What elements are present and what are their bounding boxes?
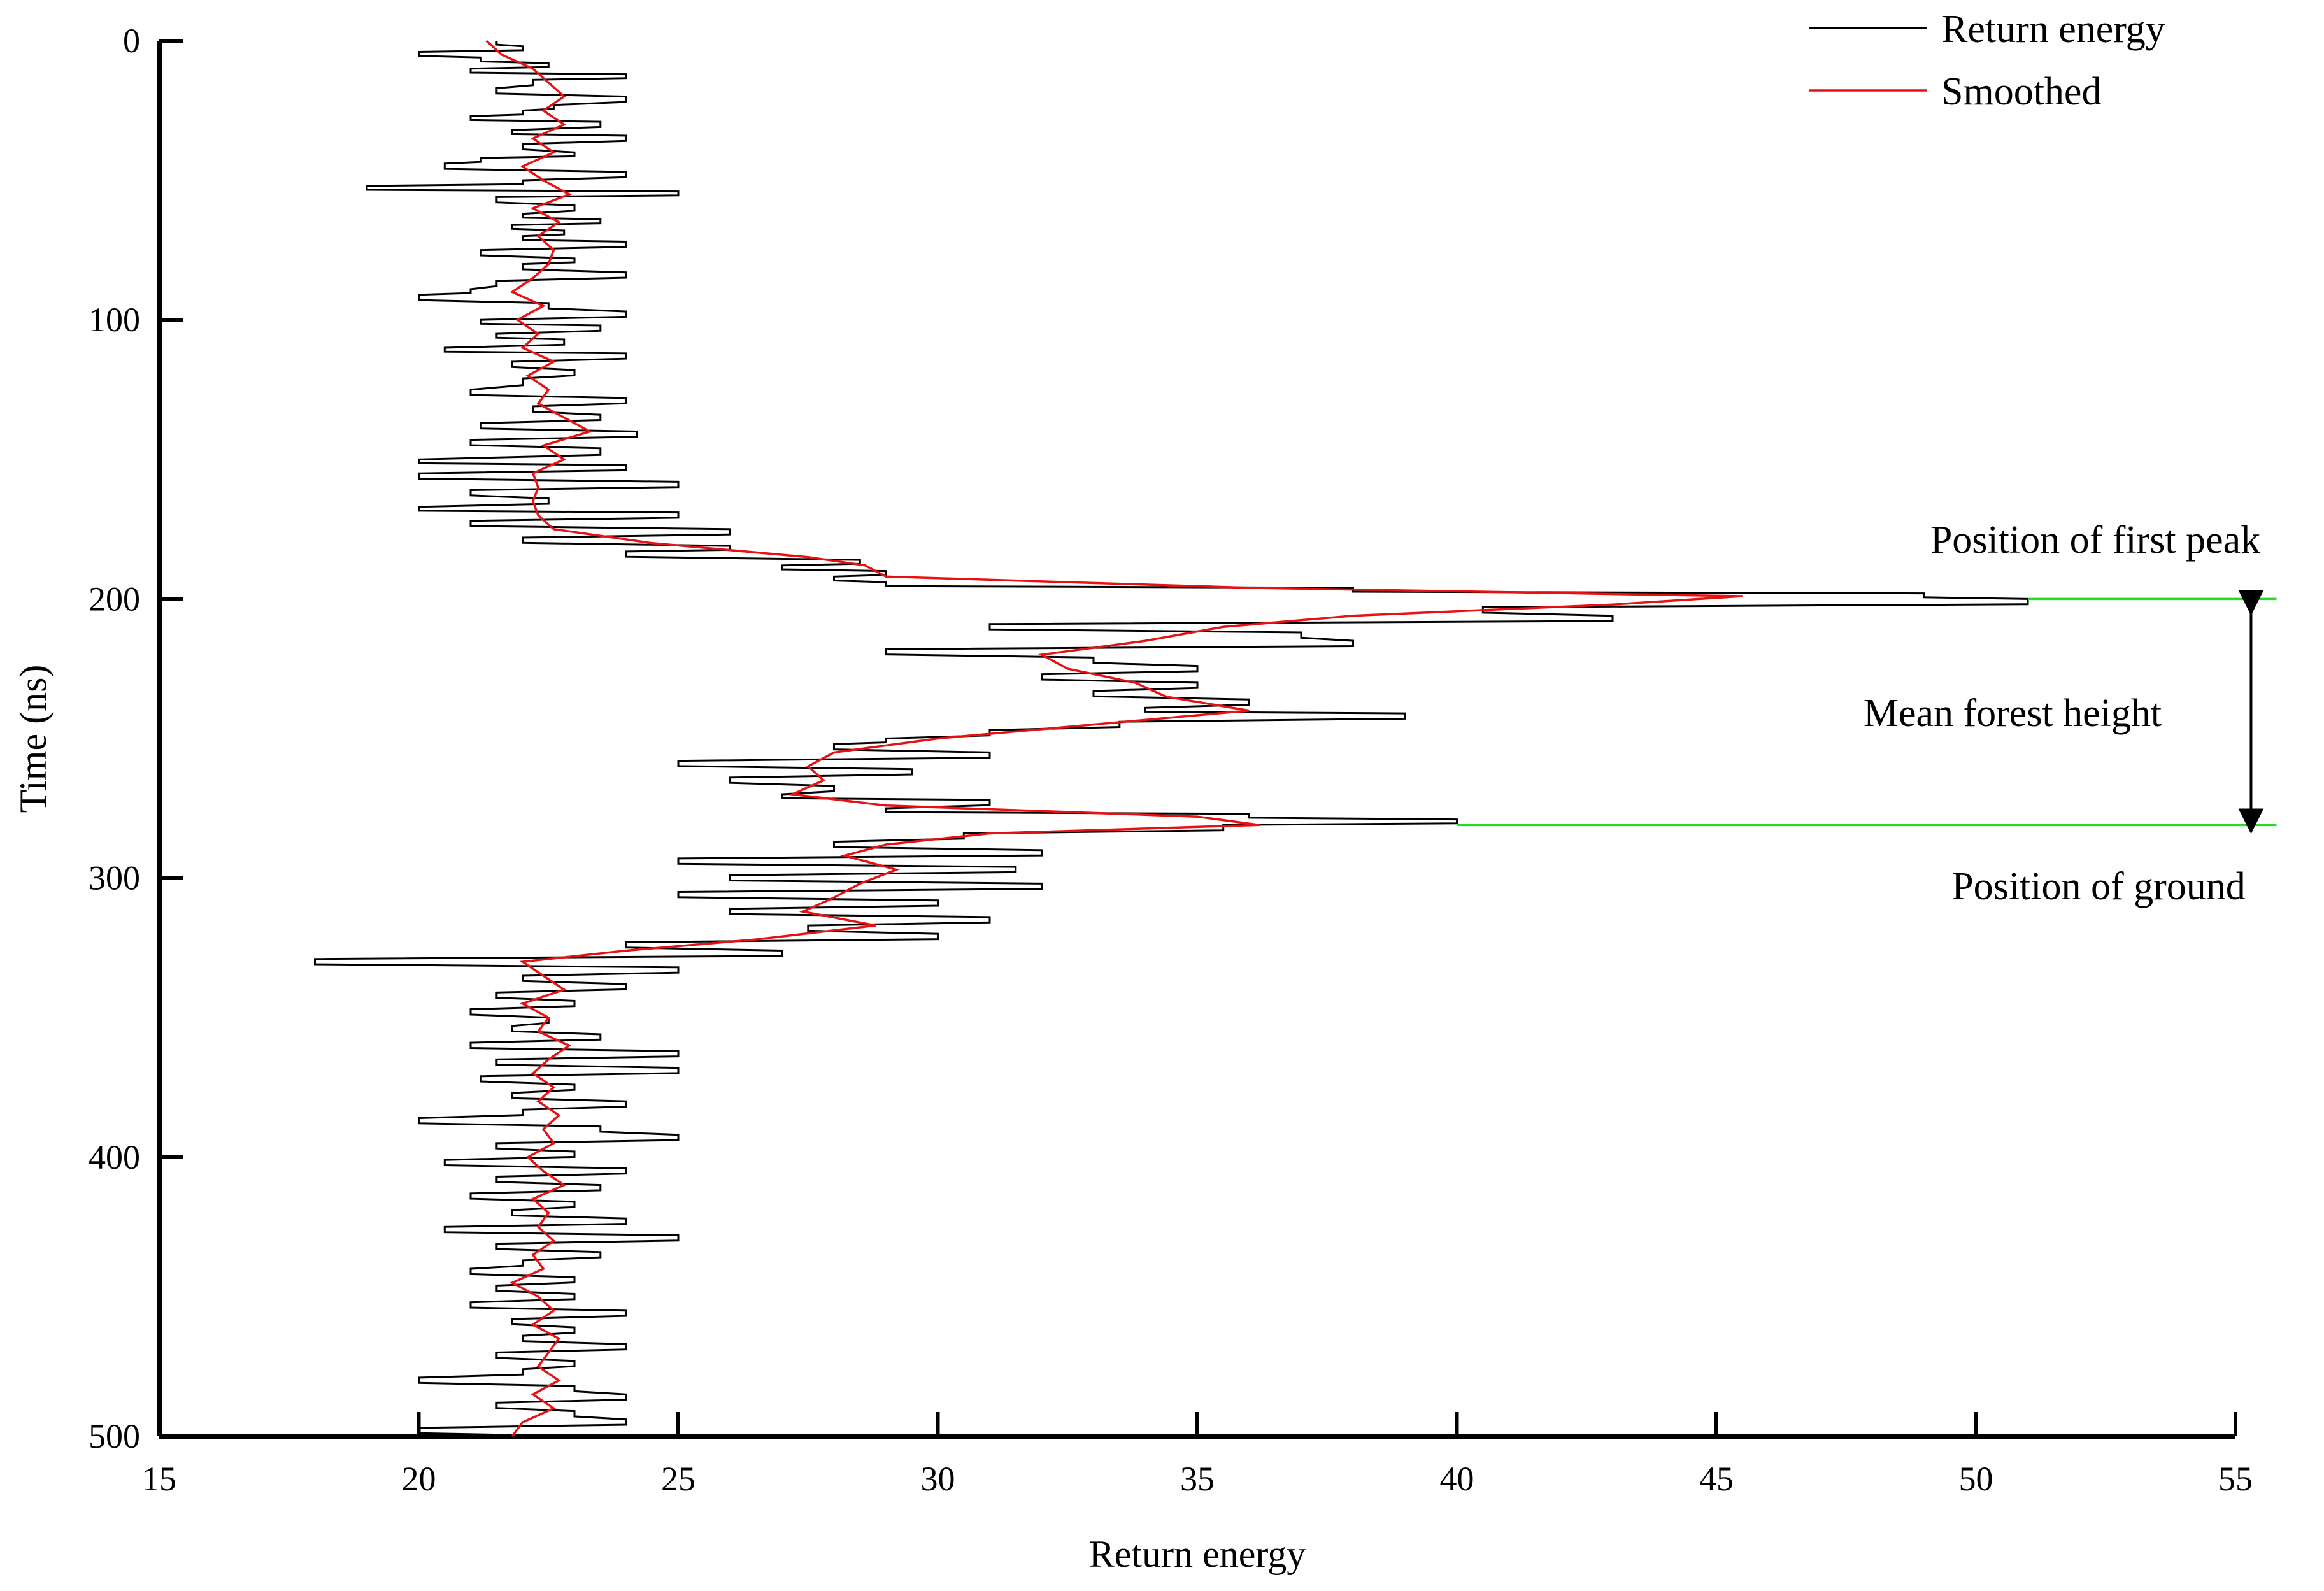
y-axis-title: Time (ns) <box>12 665 54 813</box>
x-tick-label: 50 <box>1959 1460 1993 1498</box>
legend: Return energy Smoothed <box>1809 8 2165 113</box>
x-axis-title: Return energy <box>1089 1533 1306 1575</box>
x-tick-label: 20 <box>402 1460 436 1498</box>
x-tick-label: 45 <box>1699 1460 1734 1498</box>
smoothed-series-line <box>485 39 1743 1438</box>
y-tick-label: 100 <box>89 301 140 339</box>
ground-label: Position of ground <box>1951 865 2246 908</box>
y-tick-label: 400 <box>89 1138 140 1176</box>
y-tick-label: 0 <box>123 22 140 60</box>
x-tick-label: 30 <box>921 1460 955 1498</box>
x-tick-label: 55 <box>2218 1460 2253 1498</box>
x-tick-label: 15 <box>142 1460 176 1498</box>
x-tick-label: 25 <box>661 1460 695 1498</box>
first-peak-label: Position of first peak <box>1930 518 2260 562</box>
mean-height-label: Mean forest height <box>1864 692 2162 735</box>
y-ticks: 0 100 200 300 400 500 <box>89 22 183 1455</box>
y-tick-label: 500 <box>89 1417 140 1455</box>
x-tick-label: 40 <box>1440 1460 1474 1498</box>
y-tick-label: 300 <box>89 859 140 897</box>
legend-smoothed-label: Smoothed <box>1941 70 2101 113</box>
legend-return-energy-label: Return energy <box>1941 8 2165 51</box>
y-tick-label: 200 <box>89 580 140 618</box>
x-tick-label: 35 <box>1180 1460 1215 1498</box>
return-energy-series-line <box>314 41 2029 1438</box>
x-ticks: 15 20 25 30 35 40 45 50 55 <box>142 1412 2253 1498</box>
